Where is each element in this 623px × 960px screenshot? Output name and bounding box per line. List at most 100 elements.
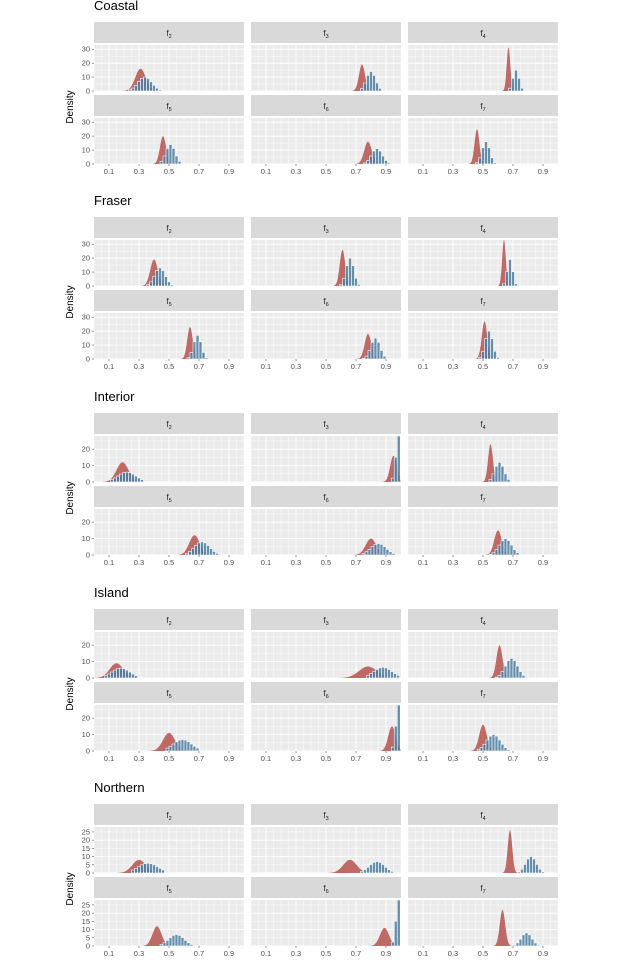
posterior-bar xyxy=(366,160,370,165)
facet-panel: f3 xyxy=(250,804,402,874)
x-tick-label: 0.7 xyxy=(351,167,361,176)
posterior-bar xyxy=(481,147,485,165)
posterior-bar xyxy=(215,552,219,556)
x-tick-label: 0.1 xyxy=(261,949,271,958)
y-tick-label: 10 xyxy=(82,534,90,543)
x-tick-label: 0.5 xyxy=(164,754,174,763)
x-tick-label: 0.7 xyxy=(194,167,204,176)
posterior-bar xyxy=(140,479,144,483)
posterior-bar xyxy=(538,868,542,874)
facet-strip xyxy=(94,22,244,43)
x-tick-label: 0.1 xyxy=(104,362,114,371)
posterior-bar xyxy=(518,671,523,679)
posterior-bar xyxy=(168,144,173,165)
y-tick-label: 20 xyxy=(82,518,90,527)
y-tick-label: 0 xyxy=(86,942,90,951)
x-tick-label: 0.9 xyxy=(381,558,391,567)
posterior-bar xyxy=(490,157,494,165)
posterior-bar xyxy=(116,668,120,679)
posterior-bar xyxy=(146,862,150,874)
y-tick-label: 20 xyxy=(82,327,90,336)
facet-label: f4 xyxy=(480,811,485,822)
y-axis-label: Density xyxy=(65,677,76,710)
posterior-bar xyxy=(186,942,191,947)
posterior-bar xyxy=(171,935,176,947)
posterior-bar xyxy=(110,479,114,483)
posterior-bar xyxy=(512,549,517,556)
prior-density-area xyxy=(350,64,374,91)
prior-density-area xyxy=(467,129,487,164)
posterior-bar xyxy=(198,341,203,360)
x-tick-label: 0.5 xyxy=(164,362,174,371)
facet-label-subscript: 3 xyxy=(326,229,329,235)
x-tick-label: 0.7 xyxy=(508,949,518,958)
posterior-bar xyxy=(533,942,538,947)
posterior-bar xyxy=(393,673,397,679)
posterior-bar xyxy=(496,357,500,360)
region-block-fraser: Fraser Density f2 0 10 20 30 f3 f4 f5 0 10 20 30 0.1 0.… xyxy=(65,193,559,371)
x-tick-label: 0.3 xyxy=(291,558,301,567)
posterior-bar xyxy=(491,734,496,752)
x-tick-label: 0.3 xyxy=(448,362,458,371)
prior-density-area xyxy=(483,530,513,555)
region-title: Coastal xyxy=(94,0,138,13)
y-tick-label: 30 xyxy=(82,240,90,249)
posterior-bar xyxy=(391,553,396,556)
posterior-bar xyxy=(168,937,173,947)
facet-label-subscript: 3 xyxy=(326,425,329,431)
y-axis-label: Density xyxy=(65,90,76,123)
facet-label: f5 xyxy=(166,689,171,700)
x-tick-label: 0.1 xyxy=(418,949,428,958)
posterior-bar xyxy=(378,150,382,165)
posterior-bar xyxy=(195,335,200,360)
facet-strip xyxy=(408,413,558,434)
x-tick-label: 0.3 xyxy=(291,949,301,958)
facet-label: f2 xyxy=(166,420,171,431)
x-tick-label: 0.9 xyxy=(381,754,391,763)
facet-label: f4 xyxy=(480,29,485,40)
posterior-bar xyxy=(535,864,539,874)
posterior-bar xyxy=(527,934,532,947)
posterior-bar xyxy=(385,358,390,360)
facet-label-subscript: 3 xyxy=(326,621,329,627)
facet-label-subscript: 2 xyxy=(169,34,172,40)
facet-panel: f6 0.1 0.3 0.5 0.7 0.9 xyxy=(250,682,402,763)
x-tick-label: 0.9 xyxy=(538,949,548,958)
posterior-bar xyxy=(521,934,526,947)
y-tick-label: 10 xyxy=(82,925,90,934)
posterior-bar xyxy=(177,161,182,165)
prior-density-area xyxy=(331,249,354,286)
facet-panel: f5 0 10 20 0.1 0.3 0.5 0.7 0.9 xyxy=(82,682,245,763)
posterior-bar xyxy=(484,141,488,165)
posterior-bar xyxy=(140,78,144,92)
facet-panel: f4 xyxy=(407,804,559,874)
posterior-bar xyxy=(107,673,111,679)
facet-label: f7 xyxy=(480,689,485,700)
posterior-bar xyxy=(339,284,343,287)
posterior-bar xyxy=(376,341,381,360)
prior-density-area xyxy=(501,47,516,91)
posterior-bar xyxy=(167,281,171,287)
posterior-bar xyxy=(146,284,150,287)
facet-label-subscript: 2 xyxy=(169,425,172,431)
x-tick-label: 0.1 xyxy=(261,558,271,567)
y-tick-label: 5 xyxy=(86,933,90,942)
facet-strip xyxy=(251,877,401,898)
facet-strip xyxy=(408,217,558,238)
posterior-bar xyxy=(530,938,535,947)
posterior-bar xyxy=(506,660,511,679)
prior-density-area xyxy=(491,909,514,946)
posterior-bar xyxy=(131,869,135,874)
posterior-bar xyxy=(134,475,138,483)
x-tick-label: 0.9 xyxy=(224,167,234,176)
posterior-bar xyxy=(491,552,496,556)
facet-label-subscript: 5 xyxy=(169,694,172,700)
posterior-bar xyxy=(171,148,176,165)
posterior-bar xyxy=(500,743,505,752)
facet-panel: f3 xyxy=(250,22,402,92)
posterior-bar xyxy=(180,739,185,752)
posterior-bar xyxy=(183,739,188,752)
x-tick-label: 0.9 xyxy=(381,949,391,958)
posterior-bar xyxy=(164,276,168,287)
facet-label: f6 xyxy=(323,493,328,504)
